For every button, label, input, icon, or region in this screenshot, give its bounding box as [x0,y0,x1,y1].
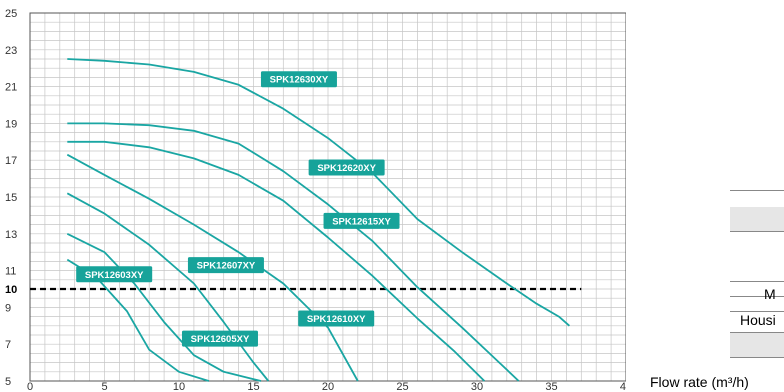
series-label-text: SPK12620XY [317,163,376,174]
table-rule [730,281,784,282]
series-label-text: SPK12605XY [191,334,250,345]
y-tick-label: 5 [5,376,11,388]
table-cell-housing: Housi [740,312,776,328]
y-tick-label: 11 [5,266,16,278]
x-tick-label: 15 [247,381,259,392]
table-rule [730,296,784,297]
series-curve [66,192,270,382]
x-tick-label: 0 [27,381,33,392]
series-label-box [298,310,375,327]
y-tick-label: 21 [5,82,17,94]
side-spec-table: M Housi [730,0,784,392]
table-shaded-row [730,207,784,231]
series-label-box [76,266,153,283]
series-curve [67,140,486,382]
y-tick-label: 13 [5,229,17,241]
x-axis-label: Flow rate (m³/h) [650,374,749,390]
series-label-text: SPK12630XY [270,75,329,86]
tick-labels: 0 5 10 15 20 25 30 35 40 5 7 9 10 11 13 15 17 19 21 23 25 [5,8,626,392]
series-label-text: SPK12615XY [332,216,391,227]
table-cell-m: M [764,286,776,302]
y-tick-label: 10 [5,284,17,296]
series-labels: SPK12630XY SPK12620XY SPK12615XY SPK12607XY… [76,71,400,347]
y-tick-label: 9 [5,302,11,314]
y-tick-label: 15 [5,192,17,204]
x-tick-label: 10 [173,381,185,392]
x-tick-label: 20 [322,381,334,392]
series-label-box [181,330,258,347]
series-label-box [308,159,385,176]
table-shaded-row [730,333,784,357]
y-tick-label: 23 [5,45,17,57]
series-label-text: SPK12607XY [197,261,256,272]
x-tick-label: 30 [471,381,483,392]
x-tick-label: 5 [101,381,107,392]
table-rule [730,357,784,358]
y-tick-label: 19 [5,118,17,130]
series-label-box [187,257,264,274]
axes [29,12,626,382]
series-label-text: SPK12610XY [307,314,366,325]
series-label-text: SPK12603XY [85,270,144,281]
plot-frame [29,12,626,382]
y-tick-label: 25 [5,8,17,20]
table-rule [730,231,784,232]
y-tick-label: 7 [5,339,11,351]
series-curve [67,122,520,382]
x-tick-label: 35 [545,381,557,392]
pump-curve-chart: SPK12630XY SPK12620XY SPK12615XY SPK12607XY… [5,8,626,392]
series-curve [67,58,570,327]
series-curve [66,232,262,382]
x-tick-label: 40 [620,381,626,392]
table-rule [730,332,784,333]
x-tick-label: 25 [396,381,408,392]
series-curves [66,58,570,382]
table-rule [730,190,784,191]
series-label-box [260,71,337,88]
table-rule [730,311,784,312]
series-label-box [323,212,400,229]
y-tick-label: 17 [5,155,17,167]
